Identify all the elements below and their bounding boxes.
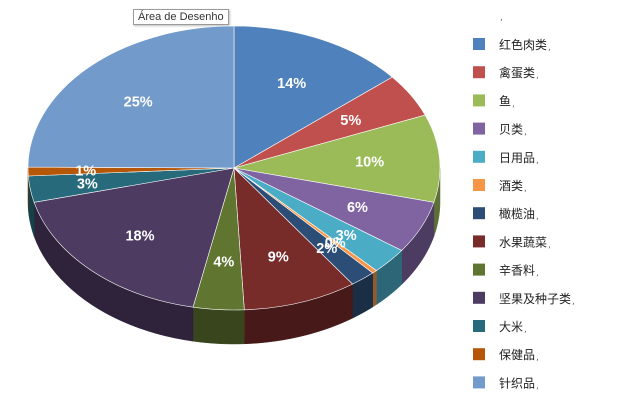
pie-slice-12[interactable] [27, 25, 235, 169]
legend-item-label-1: 禽蛋类 [499, 65, 535, 80]
legend-item-label-8: 辛香料 [499, 264, 535, 278]
pie-slice-9[interactable] [33, 167, 235, 308]
legend-swatch-9 [473, 291, 485, 304]
legend-item-mark-7: , [548, 240, 551, 250]
pie-data-label-2: 10% [355, 155, 384, 171]
pie-top-layer [27, 25, 441, 311]
legend-item-label-0: 红色肉类 [499, 37, 547, 52]
pie-slice-7[interactable] [233, 167, 354, 311]
legend-swatch-12 [473, 376, 485, 389]
pie-side-8 [192, 306, 245, 345]
pie-data-label-10: 3% [77, 176, 98, 192]
chart-area-tooltip: Área de Desenho [133, 9, 229, 25]
legend-swatch-10 [473, 320, 485, 332]
legend-item-mark-1: , [536, 71, 539, 81]
pie-slice-0[interactable] [233, 25, 393, 169]
legend-swatch-2 [473, 94, 485, 107]
legend-swatch-3 [473, 122, 485, 135]
pie-data-label-11: 1% [75, 164, 96, 180]
legend-swatch-7 [473, 235, 485, 248]
legend-swatch-11 [473, 348, 485, 361]
legend-swatch-4 [473, 150, 485, 163]
legend-item-label-9: 坚果及种子类 [499, 292, 571, 306]
legend-item-mark-11: , [536, 353, 539, 363]
legend-swatch-6 [473, 207, 485, 220]
pie-data-label-1: 5% [340, 113, 361, 129]
legend-item-label-4: 日用品 [499, 151, 535, 165]
legend-item-mark-0: , [548, 43, 551, 53]
legend-item-mark-6: , [536, 212, 539, 222]
pie-data-label-4: 3% [336, 228, 357, 244]
legend-header: , [500, 13, 503, 23]
pie-data-label-12: 25% [124, 95, 153, 111]
legend-item-label-5: 酒类 [499, 179, 523, 193]
legend-item-label-3: 贝类 [499, 123, 523, 137]
legend-item-mark-9: , [572, 297, 575, 307]
legend-item-label-7: 水果蔬菜 [499, 235, 547, 249]
legend-item-mark-12: , [536, 381, 539, 391]
legend-item-label-10: 大米 [499, 320, 523, 334]
legend: ,红色肉类 ,禽蛋类 ,鱼 ,贝类 ,日用品 ,酒类 ,橄榄油 ,水果蔬菜 ,辛香料 ,坚果及种子… [473, 13, 575, 391]
legend-swatch-5 [473, 179, 485, 191]
legend-swatch-0 [473, 38, 485, 50]
legend-item-mark-2: , [512, 99, 515, 109]
pie-data-label-9: 18% [125, 229, 154, 245]
pie-data-label-0: 14% [277, 76, 306, 92]
pie-data-label-3: 6% [347, 200, 368, 216]
legend-item-mark-3: , [524, 128, 527, 138]
legend-item-label-2: 鱼 [499, 94, 511, 108]
legend-item-mark-5: , [524, 184, 527, 194]
legend-item-mark-8: , [536, 269, 539, 279]
legend-item-label-11: 保健品 [499, 348, 535, 362]
legend-swatch-1 [473, 66, 485, 79]
data-labels: 14%5%10%6%3%0%2%9%4%18%3%1%25% [75, 76, 384, 270]
pie-side-5 [372, 270, 377, 308]
pie-data-label-8: 4% [213, 254, 234, 270]
pie-slice-2[interactable] [233, 114, 441, 203]
pie-data-label-5: 0% [325, 236, 346, 252]
legend-item-label-6: 橄榄油 [499, 206, 535, 221]
pie-data-label-7: 9% [268, 250, 289, 266]
pie-data-label-6: 2% [316, 241, 337, 257]
legend-item-mark-10: , [524, 325, 527, 335]
legend-item-mark-4: , [536, 156, 539, 166]
legend-item-label-12: 针织品 [499, 375, 535, 390]
legend-swatch-8 [473, 263, 485, 276]
